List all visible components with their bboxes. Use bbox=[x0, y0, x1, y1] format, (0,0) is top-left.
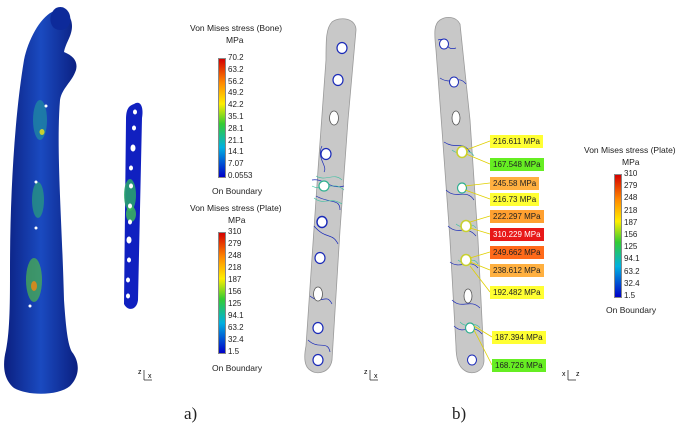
bone-model bbox=[4, 6, 78, 394]
legend-colorbar bbox=[218, 58, 226, 178]
legend-tick-label: 248 bbox=[624, 193, 638, 203]
legend-bone: Von Mises stress (Bone) MPa 70.2 63.2 56.2… bbox=[190, 24, 300, 199]
small-plate-stress bbox=[126, 206, 136, 222]
bone-stress-patch bbox=[26, 258, 42, 302]
legend-tick-label: 63.2 bbox=[228, 323, 244, 332]
legend-tick-label: 42.2 bbox=[228, 100, 244, 110]
legend-colorbar bbox=[614, 174, 622, 298]
axis-z-label: z bbox=[138, 369, 142, 376]
legend-tick-label: 7.07 bbox=[228, 159, 244, 169]
stress-callout: 192.482 MPa bbox=[490, 286, 544, 299]
bone-head bbox=[50, 6, 71, 31]
stress-callout: 168.726 MPa bbox=[492, 359, 546, 372]
axis-z-label: z bbox=[576, 371, 580, 378]
legend-tick-label: 279 bbox=[624, 181, 638, 191]
bone-stress-patch bbox=[32, 182, 44, 218]
screw-hole bbox=[28, 304, 32, 308]
small-plate-stress bbox=[124, 179, 136, 211]
plate-a-model bbox=[304, 18, 357, 374]
legend-tick-label: 1.5 bbox=[228, 347, 240, 356]
legend-tick-label: 63.2 bbox=[228, 64, 244, 74]
legend-tick-label: 32.4 bbox=[228, 335, 244, 344]
legend-tick-label: 310 bbox=[624, 169, 638, 178]
legend-tick-label: 0.0553 bbox=[228, 171, 253, 180]
legend-tick-label: 125 bbox=[228, 299, 242, 308]
caption-b: b) bbox=[452, 404, 467, 423]
stress-callout: 216.611 MPa bbox=[490, 135, 543, 148]
small-plate-holes bbox=[126, 109, 137, 299]
axis-x-label: x bbox=[374, 373, 378, 380]
legend-tick-label: 187 bbox=[228, 275, 242, 284]
axis-z-label: z bbox=[364, 369, 368, 376]
screw-hole bbox=[34, 226, 38, 230]
legend-tick-label: 63.2 bbox=[624, 266, 640, 276]
legend-tick-label: 56.2 bbox=[228, 76, 244, 86]
legend-tick-label: 156 bbox=[624, 230, 638, 239]
stress-callout: 216.73 MPa bbox=[490, 193, 540, 206]
legend-plate-b: Von Mises stress (Plate) MPa 310 279 248 21… bbox=[582, 146, 678, 321]
legend-tick-label: 218 bbox=[228, 263, 242, 272]
legend-tick-label: 94.1 bbox=[228, 311, 244, 320]
legend-title: Von Mises stress (Plate) bbox=[190, 203, 282, 213]
stress-callout: 167.548 MPa bbox=[490, 158, 544, 171]
legend-tick-label: 70.2 bbox=[228, 53, 244, 62]
legend-tick-label: 218 bbox=[624, 205, 638, 215]
caption-a: a) bbox=[184, 404, 198, 423]
legend-tick-label: 94.1 bbox=[624, 254, 640, 264]
legend-footer: On Boundary bbox=[212, 363, 263, 373]
stress-callout: 222.297 MPa bbox=[490, 210, 544, 223]
legend-title: Von Mises stress (Bone) bbox=[190, 23, 283, 33]
plate-b-model bbox=[434, 16, 493, 374]
stress-callout: 249.662 MPa bbox=[490, 246, 544, 259]
small-plate-model bbox=[124, 102, 143, 309]
legend-unit: MPa bbox=[622, 157, 640, 167]
plate-b-holes bbox=[439, 38, 477, 366]
legend-footer: On Boundary bbox=[606, 305, 657, 315]
legend-tick-label: 187 bbox=[624, 217, 638, 227]
screw-hole bbox=[44, 104, 48, 108]
legend-tick-label: 32.4 bbox=[624, 278, 640, 288]
legend-footer: On Boundary bbox=[212, 186, 263, 196]
plate-a-surface bbox=[304, 18, 357, 374]
screw-hole bbox=[34, 180, 38, 184]
stress-callout: 310.229 MPa bbox=[490, 228, 544, 241]
legend-tick-label: 28.1 bbox=[228, 123, 244, 133]
legend-tick-label: 310 bbox=[228, 227, 242, 236]
legend-title: Von Mises stress (Plate) bbox=[584, 145, 676, 155]
legend-tick-label: 125 bbox=[624, 242, 638, 252]
plate-a-holes bbox=[312, 41, 348, 367]
legend-tick-label: 279 bbox=[228, 239, 242, 248]
axis-triad-a2: z x bbox=[364, 369, 378, 381]
axis-x-label: x bbox=[148, 373, 152, 380]
stress-callout: 245.58 MPa bbox=[490, 177, 540, 190]
legend-unit: MPa bbox=[226, 35, 244, 45]
legend-colorbar bbox=[218, 232, 226, 354]
axis-triad-b: z x bbox=[562, 370, 580, 381]
bone-stress-peak bbox=[39, 129, 45, 135]
legend-plate-a: Von Mises stress (Plate) MPa 310 279 248 21… bbox=[190, 204, 300, 379]
legend-tick-label: 248 bbox=[228, 251, 242, 260]
stress-callout: 238.612 MPa bbox=[490, 264, 544, 277]
axis-x-label: x bbox=[562, 371, 566, 378]
legend-tick-label: 14.1 bbox=[228, 147, 244, 157]
bone-stress-peak bbox=[31, 281, 37, 291]
axis-triad-a1: z x bbox=[138, 369, 152, 381]
legend-tick-label: 49.2 bbox=[228, 88, 244, 98]
legend-unit: MPa bbox=[228, 215, 246, 225]
plate-b-surface bbox=[434, 16, 485, 374]
legend-tick-label: 35.1 bbox=[228, 112, 244, 121]
legend-tick-label: 156 bbox=[228, 287, 242, 296]
stress-callout: 187.394 MPa bbox=[492, 331, 546, 344]
plate-b-leaders bbox=[464, 140, 493, 366]
legend-tick-label: 21.1 bbox=[228, 135, 244, 145]
legend-tick-label: 1.5 bbox=[624, 291, 636, 300]
